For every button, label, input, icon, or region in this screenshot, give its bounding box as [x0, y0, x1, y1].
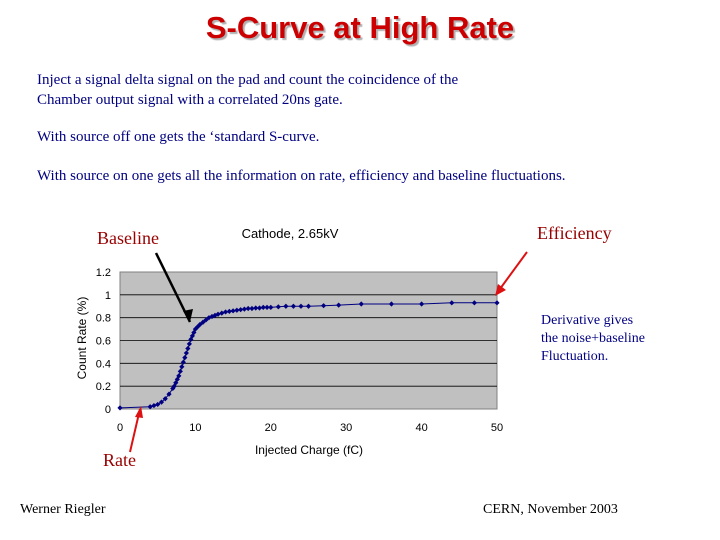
y-tick-label: 1	[105, 290, 111, 302]
data-point	[419, 301, 425, 307]
data-point	[238, 307, 244, 313]
y-tick-label: 0.2	[96, 381, 111, 393]
data-point	[305, 303, 312, 309]
data-point	[253, 305, 259, 311]
data-point	[186, 341, 192, 347]
x-axis-ticks: 0 10 20 30 40 50	[117, 422, 503, 434]
y-tick-label: 1.2	[96, 267, 111, 279]
data-point	[176, 373, 182, 379]
data-point	[249, 305, 255, 312]
derivative-note-line-2: the noise+baseline	[541, 331, 645, 346]
baseline-label: Baseline	[97, 228, 159, 248]
data-point	[179, 364, 185, 370]
efficiency-label: Efficiency	[537, 223, 612, 243]
x-tick-label: 10	[189, 422, 201, 434]
data-point	[166, 391, 172, 397]
data-point	[260, 304, 266, 310]
derivative-note-line-1: Derivative gives	[541, 313, 634, 328]
paragraph-injection: Inject a signal delta signal on the pad …	[37, 70, 697, 110]
data-point	[185, 345, 191, 352]
data-point	[151, 402, 157, 409]
baseline-arrowhead	[183, 309, 193, 322]
data-point	[197, 321, 203, 328]
x-tick-label: 40	[415, 422, 427, 434]
footer-venue: CERN, November 2003	[483, 502, 618, 517]
efficiency-arrow	[496, 251, 528, 294]
data-point	[219, 310, 225, 316]
data-point	[230, 308, 236, 314]
efficiency-arrowhead	[495, 284, 506, 296]
data-point	[183, 350, 189, 356]
data-point	[222, 309, 229, 315]
data-point	[226, 308, 232, 314]
y-axis-label: Count Rate (%)	[75, 297, 89, 380]
y-tick-label: 0.4	[96, 358, 111, 370]
data-point	[182, 355, 188, 361]
data-point	[449, 300, 455, 306]
data-point	[209, 313, 215, 320]
y-tick-label: 0.6	[96, 336, 111, 348]
data-point	[234, 307, 240, 313]
data-point	[177, 368, 183, 374]
data-point	[215, 311, 221, 317]
slide-title: S-Curve at High Rate	[205, 10, 515, 45]
data-point	[191, 329, 197, 336]
x-tick-label: 50	[491, 422, 503, 434]
derivative-note-line-3: Fluctuation.	[541, 349, 609, 364]
data-point	[320, 303, 327, 309]
paragraph-source-on: With source on one gets all the informat…	[37, 168, 566, 184]
data-point	[170, 385, 176, 392]
data-point	[494, 300, 500, 306]
paragraph-source-off: With source off one gets the ‘standard S…	[37, 129, 320, 145]
data-point	[147, 404, 153, 410]
data-point	[192, 326, 198, 332]
x-tick-label: 0	[117, 422, 123, 434]
y-tick-label: 0.8	[96, 313, 111, 325]
data-point	[336, 302, 342, 308]
data-point	[173, 380, 179, 386]
data-point	[275, 304, 281, 310]
rate-arrowhead	[135, 406, 143, 418]
data-point	[162, 396, 168, 402]
data-point	[174, 376, 180, 382]
data-point	[241, 306, 248, 312]
x-axis-label: Injected Charge (fC)	[255, 443, 363, 457]
data-point	[212, 312, 218, 318]
x-tick-label: 20	[265, 422, 277, 434]
data-point	[117, 405, 123, 411]
data-point	[203, 317, 209, 323]
data-point	[180, 359, 186, 365]
data-point	[200, 319, 206, 325]
derivative-note: Derivative gives the noise+baseline Fluc…	[541, 312, 691, 366]
data-point	[471, 300, 477, 306]
rate-label: Rate	[103, 450, 136, 470]
paragraph-injection-line-1: Inject a signal delta signal on the pad …	[37, 72, 459, 88]
footer-author: Werner Riegler	[20, 502, 106, 517]
x-tick-label: 30	[340, 422, 352, 434]
data-point	[290, 303, 297, 309]
data-point	[388, 301, 395, 307]
data-point	[256, 305, 263, 311]
data-point	[158, 399, 165, 405]
data-point	[264, 304, 270, 310]
data-point	[155, 401, 161, 408]
data-point	[283, 303, 289, 309]
data-point	[358, 301, 364, 307]
paragraph-injection-line-2: Chamber output signal with a correlated …	[37, 92, 343, 108]
chart-title: Cathode, 2.65kV	[242, 226, 339, 241]
data-point	[298, 303, 304, 309]
y-tick-label: 0	[105, 404, 111, 416]
baseline-arrow	[154, 252, 192, 323]
y-axis-ticks: 0 0.2 0.4 0.6 0.8 1 1.2	[96, 267, 111, 416]
data-point	[245, 305, 251, 312]
data-point	[268, 304, 274, 310]
data-series	[117, 300, 500, 411]
